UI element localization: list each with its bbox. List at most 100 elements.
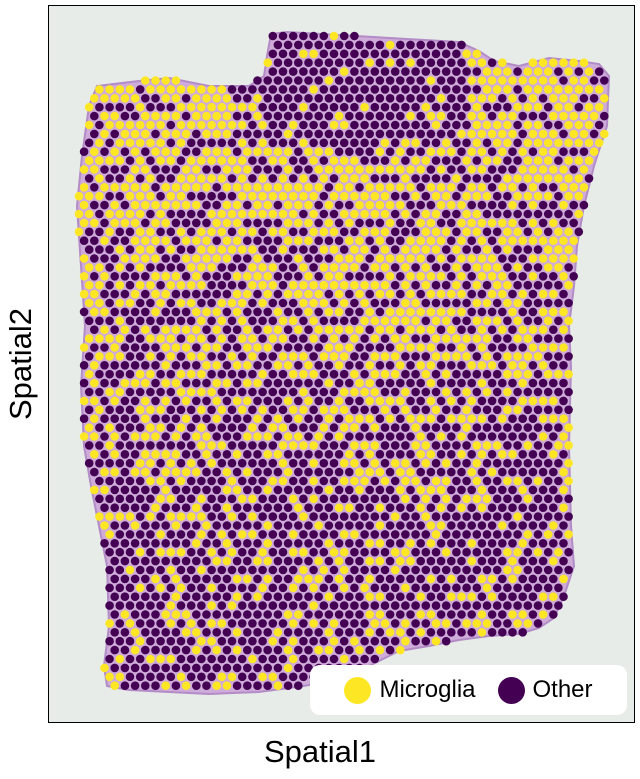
spot-other xyxy=(441,405,451,415)
spot-other xyxy=(396,76,405,85)
spot-other xyxy=(390,441,400,450)
spot-microglia xyxy=(482,583,492,593)
spot-microglia xyxy=(237,156,247,165)
spot-other xyxy=(151,183,160,192)
spot-other xyxy=(278,298,288,308)
spot-other xyxy=(288,49,298,59)
spot-other xyxy=(564,565,573,575)
spot-other xyxy=(95,316,104,326)
spot-microglia xyxy=(115,156,125,165)
spot-microglia xyxy=(416,236,426,245)
spot-microglia xyxy=(146,138,155,148)
spot-other xyxy=(105,476,114,486)
spot-other xyxy=(380,583,390,593)
spot-other xyxy=(498,254,507,263)
spot-other xyxy=(120,432,130,441)
spot-microglia xyxy=(263,325,272,335)
spot-microglia xyxy=(396,361,405,370)
spot-microglia xyxy=(135,156,145,165)
spot-other xyxy=(110,539,119,548)
spot-other xyxy=(197,583,206,593)
spot-microglia xyxy=(324,628,334,637)
spot-microglia xyxy=(462,334,471,343)
spot-other xyxy=(477,200,487,210)
spot-other xyxy=(125,102,135,112)
spot-other xyxy=(360,156,369,165)
spot-other xyxy=(350,565,359,575)
spot-other xyxy=(181,218,191,228)
spot-microglia xyxy=(472,227,482,237)
spot-microglia xyxy=(237,209,247,219)
spot-other xyxy=(513,85,522,94)
spot-other xyxy=(237,565,247,575)
spot-microglia xyxy=(559,432,568,441)
spot-other xyxy=(192,485,201,495)
spot-microglia xyxy=(472,458,482,468)
spot-microglia xyxy=(579,58,589,67)
spot-other xyxy=(508,343,517,352)
spot-microglia xyxy=(263,58,272,67)
spot-other xyxy=(135,530,145,539)
spot-other xyxy=(355,272,364,281)
spot-other xyxy=(324,94,334,103)
spot-microglia xyxy=(370,441,380,450)
spot-microglia xyxy=(237,530,247,539)
spot-other xyxy=(237,387,247,397)
spot-other xyxy=(314,503,324,512)
spot-microglia xyxy=(100,272,109,281)
spot-microglia xyxy=(421,263,431,272)
spot-other xyxy=(533,209,543,219)
spot-other xyxy=(380,441,390,450)
spot-other xyxy=(171,645,181,655)
spot-microglia xyxy=(319,280,329,290)
spot-microglia xyxy=(141,467,150,477)
spot-other xyxy=(309,530,318,539)
spot-microglia xyxy=(477,450,487,459)
spot-other xyxy=(141,218,150,228)
spot-microglia xyxy=(100,111,109,121)
spot-other xyxy=(176,334,186,343)
spot-other xyxy=(329,67,339,76)
spot-other xyxy=(441,601,451,610)
spot-microglia xyxy=(304,236,313,245)
spot-other xyxy=(105,263,114,272)
spot-microglia xyxy=(125,85,135,94)
spot-other xyxy=(416,556,426,566)
spot-microglia xyxy=(396,254,405,263)
spot-other xyxy=(288,387,298,397)
spot-microglia xyxy=(258,405,267,415)
spot-microglia xyxy=(161,111,170,121)
spot-other xyxy=(538,450,548,459)
spot-microglia xyxy=(79,289,89,299)
spot-other xyxy=(498,307,507,317)
spot-other xyxy=(472,583,482,593)
spot-microglia xyxy=(339,174,349,183)
spot-microglia xyxy=(197,530,206,539)
spot-other xyxy=(329,494,339,504)
spot-other xyxy=(151,467,160,477)
spot-other xyxy=(523,245,533,254)
spot-microglia xyxy=(263,521,272,530)
spot-other xyxy=(95,102,104,112)
spot-other xyxy=(513,387,522,397)
spot-microglia xyxy=(421,156,431,165)
spot-other xyxy=(345,574,354,584)
spot-other xyxy=(227,654,237,664)
spot-microglia xyxy=(329,636,339,646)
spot-other xyxy=(426,628,436,637)
spot-other xyxy=(452,494,461,504)
spot-other xyxy=(253,681,262,690)
spot-other xyxy=(334,610,344,619)
spot-other xyxy=(248,476,257,486)
spot-microglia xyxy=(431,619,441,628)
spot-other xyxy=(472,601,482,610)
spot-microglia xyxy=(304,183,313,192)
spot-microglia xyxy=(171,432,181,441)
spot-microglia xyxy=(105,227,114,237)
spot-other xyxy=(431,601,441,610)
spot-microglia xyxy=(385,396,395,406)
spot-microglia xyxy=(579,76,589,85)
spot-other xyxy=(401,85,410,94)
spot-other xyxy=(518,556,527,566)
spot-other xyxy=(360,67,369,76)
